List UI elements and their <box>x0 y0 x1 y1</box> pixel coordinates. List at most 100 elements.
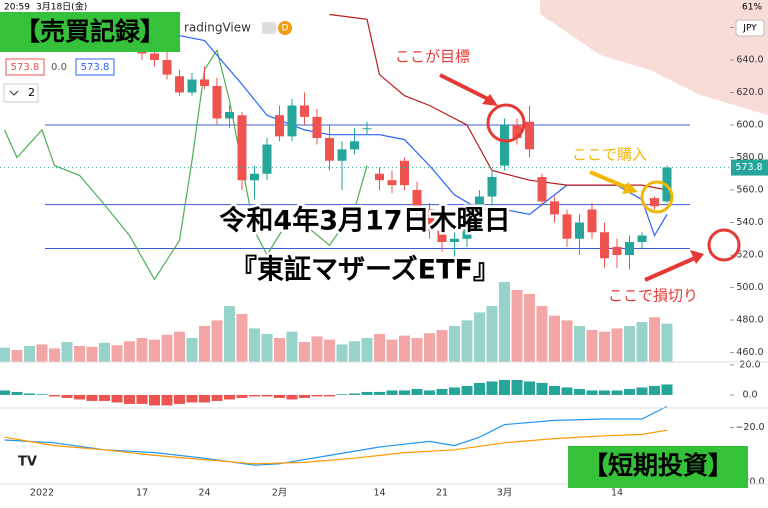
flag <box>262 22 276 34</box>
bar <box>199 326 210 362</box>
y-tick-label: 560.0 <box>736 184 763 195</box>
candle-body <box>537 176 547 202</box>
bar <box>174 331 185 362</box>
candle-body <box>387 180 397 186</box>
currency[interactable]: JPY <box>742 24 757 34</box>
bar <box>399 390 410 395</box>
candle-body <box>587 209 597 233</box>
candle-body <box>350 141 359 150</box>
x-tick-label: 2022 <box>30 488 54 499</box>
series-line <box>4 405 668 466</box>
bar <box>124 341 135 362</box>
arrow <box>589 170 629 190</box>
bar <box>11 391 23 395</box>
bar <box>24 346 35 362</box>
x-tick-label: 14 <box>611 488 623 499</box>
field: 0.0 <box>51 62 67 73</box>
candle-body <box>412 189 422 210</box>
bar <box>336 394 348 395</box>
bar <box>599 390 610 395</box>
target-note: ここが目標 <box>395 48 470 66</box>
bar <box>536 306 548 362</box>
interval[interactable]: D <box>282 24 289 34</box>
bar <box>261 394 273 397</box>
candle-body <box>337 149 347 161</box>
bar <box>249 328 260 362</box>
bar <box>461 320 473 362</box>
bar <box>99 394 110 401</box>
bar <box>511 379 523 395</box>
candle-body <box>287 105 297 137</box>
arrow-head <box>622 182 638 194</box>
bar <box>474 312 485 362</box>
bar <box>586 330 598 362</box>
bar <box>149 339 160 362</box>
bar <box>136 394 148 404</box>
y-tick-label: 0.0 <box>742 389 757 400</box>
target-circle <box>486 103 526 143</box>
bar <box>349 341 360 362</box>
interval-badge[interactable] <box>278 21 292 35</box>
candle-body <box>462 222 472 239</box>
field-box <box>75 58 115 76</box>
candle-body <box>175 76 184 93</box>
bar <box>24 393 35 395</box>
bar <box>636 322 648 362</box>
bar <box>274 394 285 398</box>
y-tick-label: 640.0 <box>736 54 763 65</box>
bar <box>149 394 160 406</box>
bar <box>661 323 673 362</box>
bar <box>411 338 423 362</box>
tag-bg <box>0 12 180 52</box>
candle-body <box>600 232 609 259</box>
bar <box>486 381 498 395</box>
bar <box>324 339 335 362</box>
bar <box>624 388 635 395</box>
bar <box>361 338 373 362</box>
bar <box>74 394 85 400</box>
arrow <box>439 73 491 102</box>
candle-body <box>325 137 334 161</box>
series-line <box>4 429 668 465</box>
bar <box>386 339 398 362</box>
tv-logo: TV <box>18 455 37 470</box>
bar <box>311 336 323 362</box>
bar <box>574 388 585 395</box>
candle-body <box>150 53 159 60</box>
candle-body <box>250 173 259 181</box>
bar <box>49 394 60 397</box>
candle-body <box>400 160 409 186</box>
bar <box>536 382 548 395</box>
indicator-count[interactable]: 2 <box>28 86 35 99</box>
last-price-box <box>731 159 768 176</box>
bar <box>449 326 460 362</box>
candle-body <box>637 235 647 243</box>
arrow-head <box>482 94 498 106</box>
title-tag: 【売買記録】 <box>15 17 165 46</box>
candle-body <box>187 79 197 93</box>
candle-body <box>575 222 584 239</box>
y-tick-label: 500.0 <box>736 282 763 293</box>
candle-body <box>650 198 659 207</box>
bar <box>461 385 473 395</box>
bar <box>649 385 660 395</box>
bar <box>124 394 135 404</box>
candle-body <box>375 173 384 181</box>
candle-body <box>237 115 247 181</box>
bar <box>386 390 398 395</box>
bar <box>499 282 510 362</box>
y-tick-label: 600.0 <box>736 119 763 130</box>
stop-circle <box>707 228 741 262</box>
bar <box>324 394 335 397</box>
bar <box>286 394 298 400</box>
last-price-label: 573.8 <box>735 162 762 173</box>
x-tick-label: 2月 <box>272 488 288 499</box>
indicator-toggle[interactable] <box>3 83 39 103</box>
x-tick-label: 21 <box>436 488 448 499</box>
bar <box>211 320 223 362</box>
bar <box>661 384 673 395</box>
bar <box>449 387 460 395</box>
currency-box[interactable] <box>735 19 765 37</box>
bar <box>136 338 148 362</box>
brand: radingView <box>184 21 251 35</box>
